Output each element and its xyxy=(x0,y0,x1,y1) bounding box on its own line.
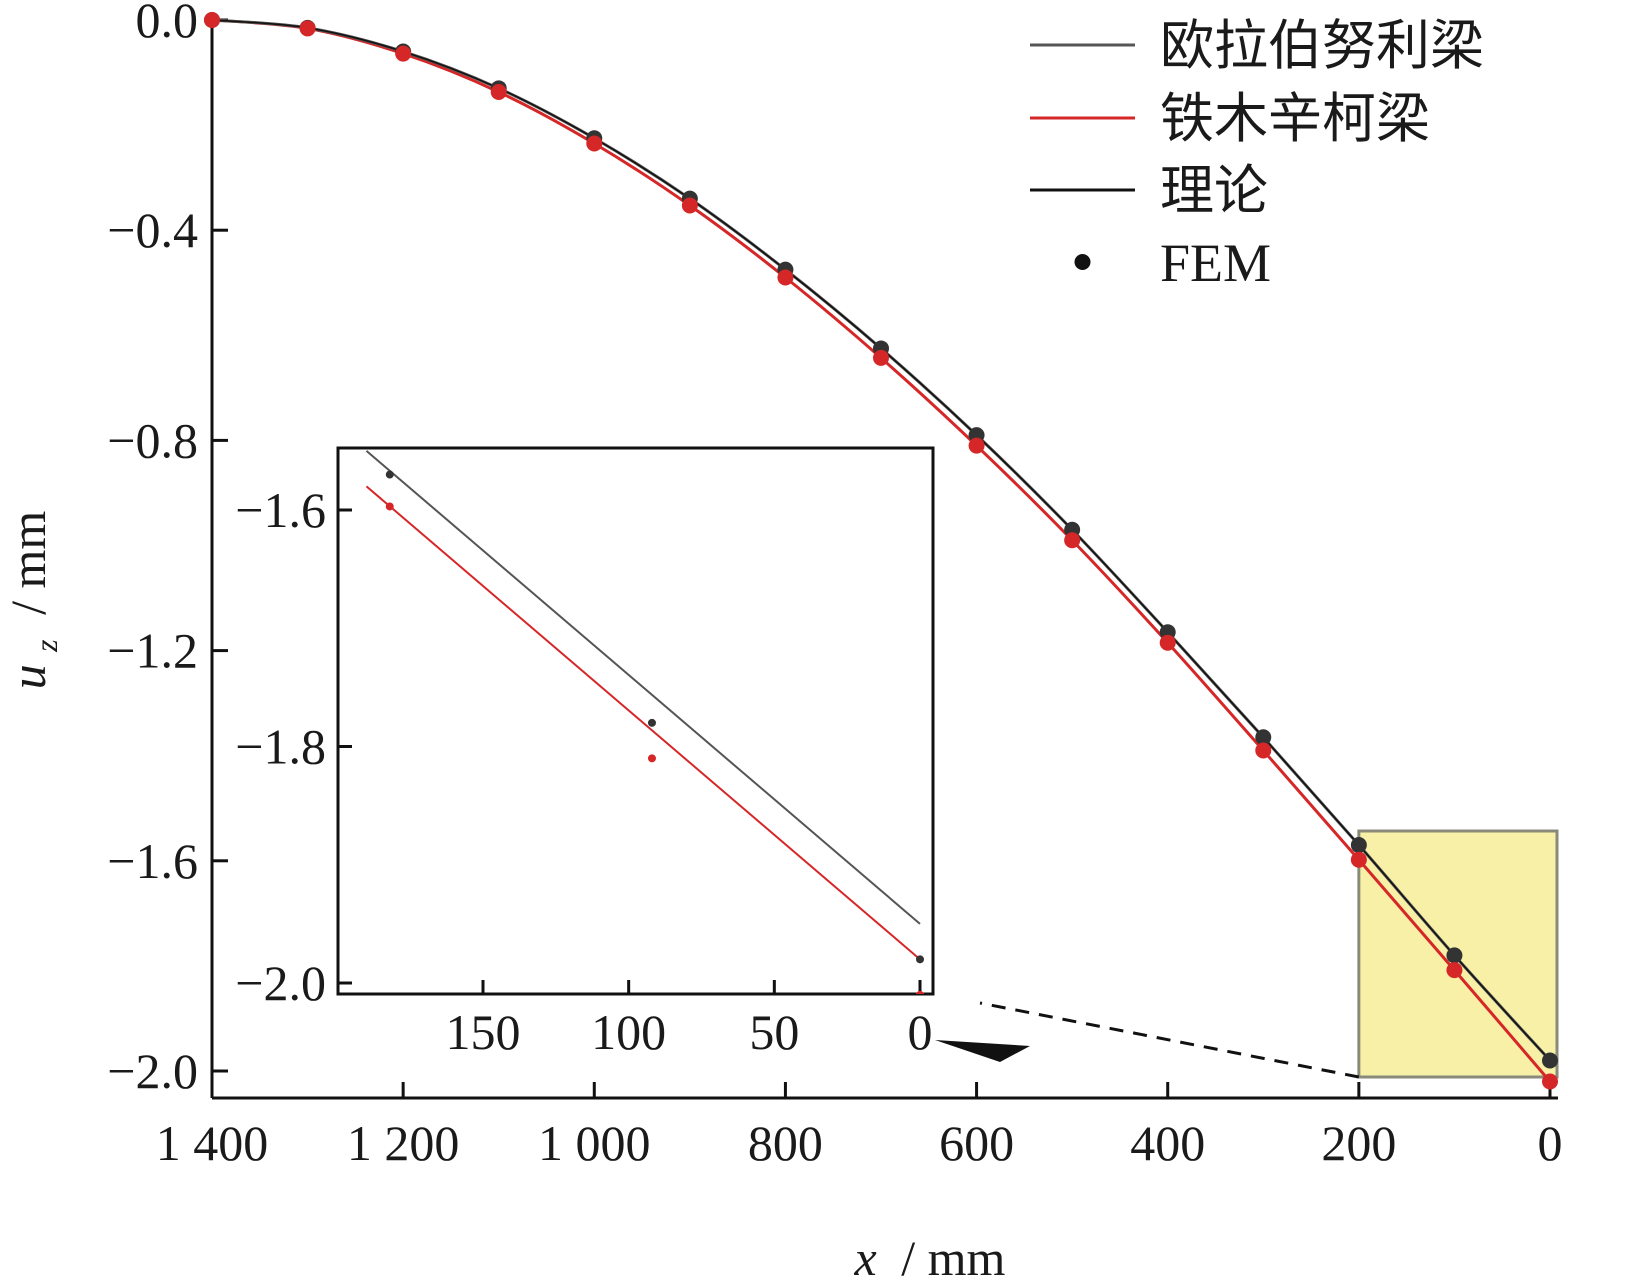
x-tick-label: 200 xyxy=(1321,1115,1396,1171)
fem-point xyxy=(681,197,698,214)
zoom-arrow-line xyxy=(979,1001,1360,1079)
fem-point xyxy=(873,349,889,366)
legend-label: FEM xyxy=(1160,233,1271,293)
fem-point xyxy=(1255,729,1272,746)
y-tick-label: −0.8 xyxy=(107,412,198,468)
inset-series xyxy=(365,450,924,994)
inset-series-line xyxy=(365,450,921,925)
y-axis-var: u xyxy=(0,664,56,689)
y-tick-label: −0.4 xyxy=(107,202,198,258)
x-tick-label: 0 xyxy=(1538,1115,1563,1171)
main-series-lines xyxy=(211,18,1552,1083)
x-tick-label: 800 xyxy=(748,1115,823,1171)
inset-x-tick-label: 0 xyxy=(908,1004,933,1060)
fem-point xyxy=(1350,837,1367,854)
x-axis-label: x / mm xyxy=(854,1230,1006,1280)
zoom-arrow xyxy=(935,1001,1360,1079)
y-tick-label: −1.6 xyxy=(107,833,198,889)
fem-point xyxy=(1064,532,1081,549)
y-tick-label: −2.0 xyxy=(107,1043,198,1099)
x-tick-label: 1 200 xyxy=(347,1115,460,1171)
inset-y-tick-label: −1.6 xyxy=(235,482,326,538)
zoom-arrow-head xyxy=(935,1040,1030,1062)
legend-swatch xyxy=(1074,254,1091,270)
y-axis-label: u z / mm xyxy=(0,511,68,690)
inset-series-line xyxy=(365,485,921,961)
y-tick-label: 0.0 xyxy=(136,0,199,48)
y-tick-label: −1.2 xyxy=(107,623,198,679)
x-tick-label: 600 xyxy=(939,1115,1014,1171)
y-axis-sub: z xyxy=(28,639,64,653)
inset-y-tick-label: −2.0 xyxy=(235,955,326,1011)
inset-chart: 150 100 50 0 −1.6 −1.8 −2.0 xyxy=(235,446,935,1060)
series-line xyxy=(211,18,1552,1083)
fem-point xyxy=(968,437,985,454)
inset-fem-point xyxy=(916,955,924,964)
inset-fem-point xyxy=(647,718,656,727)
fem-point xyxy=(1542,1052,1558,1069)
inset-frame xyxy=(336,446,935,996)
inset-x-tick-label: 100 xyxy=(591,1004,666,1060)
x-tick-label: 1 400 xyxy=(156,1115,269,1171)
x-axis-var: x xyxy=(854,1230,877,1280)
legend-label: 理论 xyxy=(1160,159,1268,222)
fem-point xyxy=(1255,742,1272,759)
fem-point xyxy=(586,135,603,152)
fem-point xyxy=(1446,962,1463,979)
fem-point xyxy=(777,269,794,286)
legend-label: 欧拉伯努利梁 xyxy=(1160,14,1484,77)
fem-point xyxy=(204,12,220,28)
inset-x-tick-label: 150 xyxy=(446,1004,521,1060)
inset-fem-point xyxy=(385,502,394,511)
fem-point xyxy=(1350,851,1367,868)
theory-line xyxy=(211,19,1551,1061)
fem-point xyxy=(1446,947,1463,964)
fem-point xyxy=(299,20,316,37)
inset-fem-point xyxy=(647,754,656,763)
inset-fem-point xyxy=(916,990,924,994)
legend-item: FEM xyxy=(1074,233,1271,293)
main-fem-markers xyxy=(204,12,1558,1090)
legend-item: 理论 xyxy=(1030,159,1268,222)
x-tick-label: 400 xyxy=(1130,1115,1205,1171)
inset-y-tick-label: −1.8 xyxy=(235,719,326,775)
legend-label: 铁木辛柯梁 xyxy=(1160,87,1430,150)
inset-fem-point xyxy=(385,470,394,479)
fem-point xyxy=(395,45,412,62)
y-axis-unit: / mm xyxy=(0,511,56,615)
inset-x-tick-label: 50 xyxy=(749,1004,799,1060)
legend-item: 欧拉伯努利梁 xyxy=(1030,14,1484,77)
fem-point xyxy=(490,83,507,100)
x-axis-unit: / mm xyxy=(901,1230,1005,1280)
legend-item: 铁木辛柯梁 xyxy=(1030,87,1430,150)
main-axes: 1 400 1 200 1 000 800 600 400 200 00.0−0.4−0.8−… xyxy=(107,0,1562,1171)
fem-point xyxy=(1542,1073,1558,1090)
x-tick-label: 1 000 xyxy=(538,1115,651,1171)
fem-point xyxy=(1159,634,1176,651)
